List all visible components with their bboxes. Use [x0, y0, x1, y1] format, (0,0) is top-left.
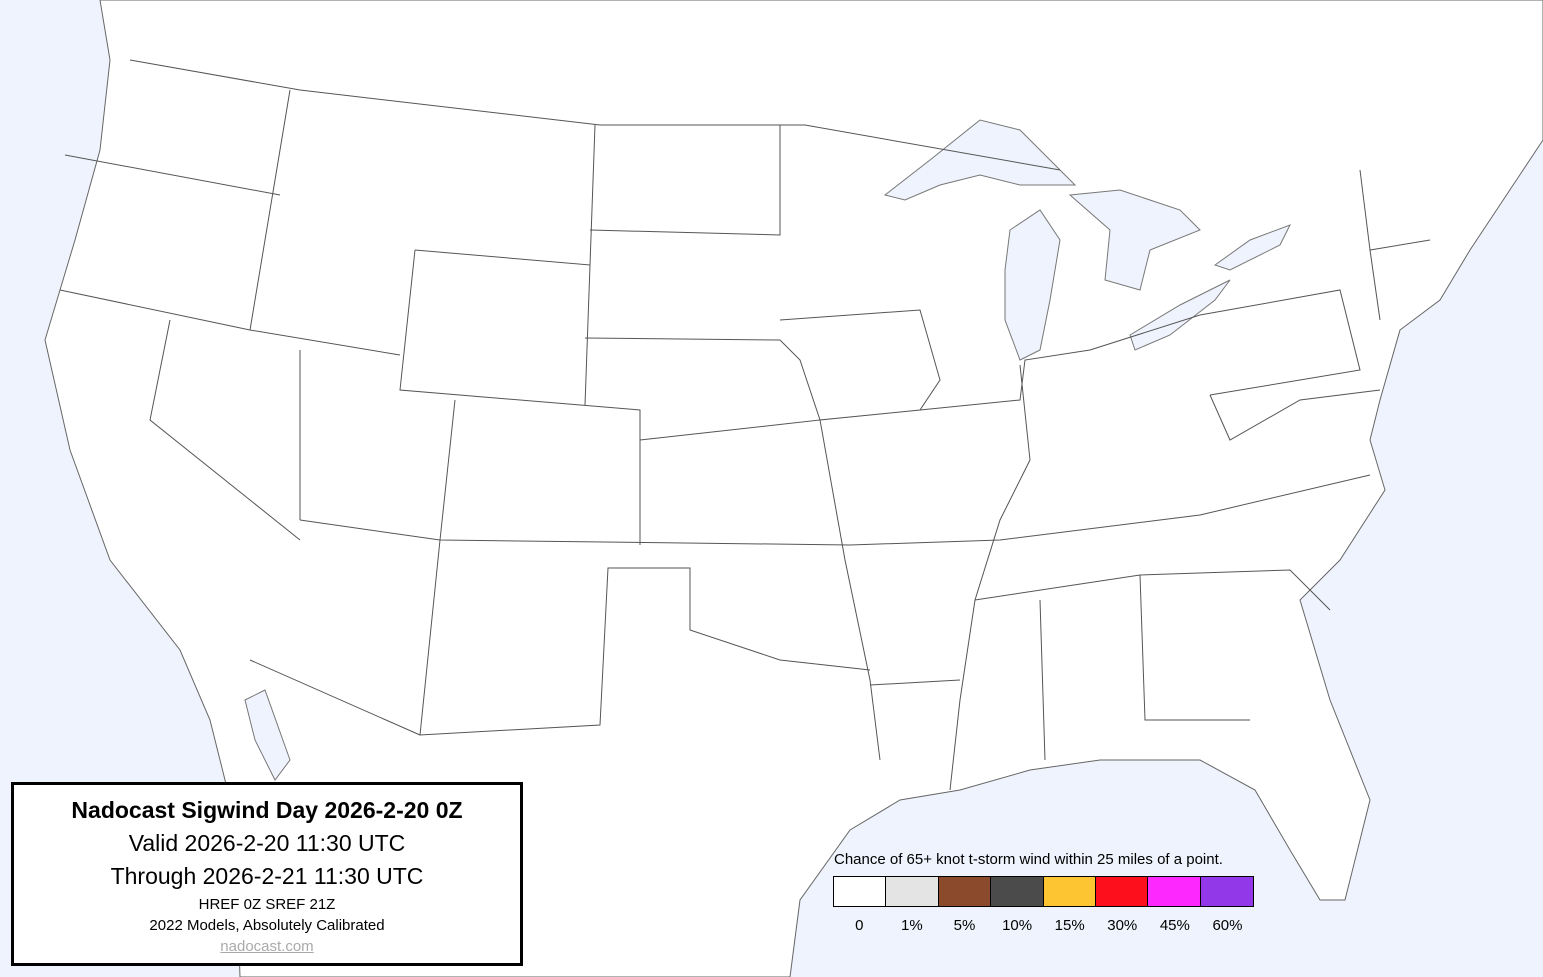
legend-swatches: [833, 876, 1254, 907]
nadocast-link[interactable]: nadocast.com: [220, 938, 314, 955]
model-runs: HREF 0Z SREF 21Z: [198, 896, 336, 913]
legend-label: 10%: [1002, 917, 1033, 934]
forecast-title-box: Nadocast Sigwind Day 2026-2-20 0Z Valid …: [11, 782, 523, 966]
legend-swatch: [1148, 877, 1201, 906]
legend-swatch: [1095, 877, 1149, 906]
legend-labels: 0 1% 5% 10% 15% 30% 45% 60%: [833, 917, 1254, 934]
great-lakes: [244, 119, 1292, 781]
valid-time: Valid 2026-2-20 11:30 UTC: [128, 830, 406, 856]
land-mass: [44, 0, 1543, 977]
legend-title: Chance of 65+ knot t-storm wind within 2…: [834, 851, 1223, 868]
legend-swatch: [834, 877, 887, 906]
through-time: Through 2026-2-21 11:30 UTC: [110, 863, 424, 889]
legend-swatch: [938, 877, 992, 906]
legend-swatch: [886, 877, 939, 906]
legend-label: 5%: [953, 917, 976, 934]
legend-label: 60%: [1212, 917, 1243, 934]
legend-label: 1%: [901, 917, 923, 934]
legend-swatch: [991, 877, 1044, 906]
legend-label: 0: [855, 917, 864, 934]
legend-swatch: [1200, 877, 1253, 906]
legend-label: 15%: [1054, 917, 1085, 934]
legend-swatch: [1043, 877, 1096, 906]
probability-legend: Chance of 65+ knot t-storm wind within 2…: [833, 851, 1254, 934]
legend-label: 45%: [1159, 917, 1190, 934]
state-borders: [59, 59, 1431, 791]
legend-label: 30%: [1107, 917, 1138, 934]
forecast-title: Nadocast Sigwind Day 2026-2-20 0Z: [71, 797, 463, 823]
calibration-note: 2022 Models, Absolutely Calibrated: [149, 917, 385, 934]
